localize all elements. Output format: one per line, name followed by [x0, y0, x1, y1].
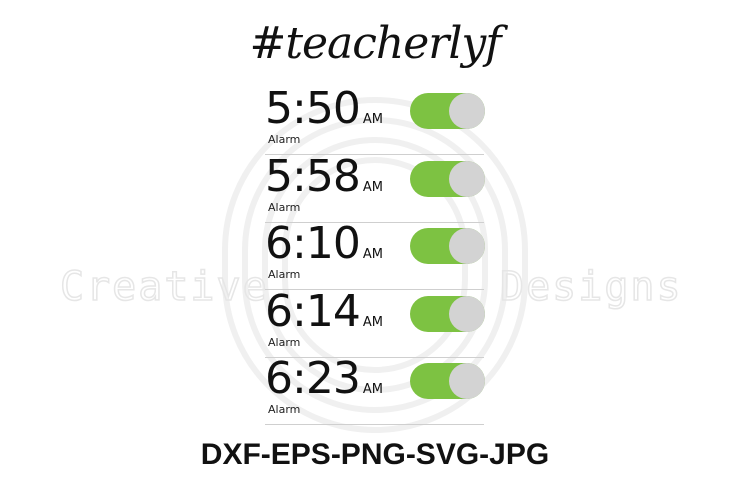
alarm-row: 6:23 AM Alarm	[265, 357, 485, 425]
alarm-toggle[interactable]	[410, 93, 485, 129]
watermark-text-left: Creative	[60, 264, 269, 310]
toggle-knob[interactable]	[449, 161, 485, 197]
time-value: 6:14	[265, 286, 361, 337]
toggle-knob[interactable]	[449, 93, 485, 129]
alarm-toggle[interactable]	[410, 228, 485, 264]
alarm-toggle[interactable]	[410, 161, 485, 197]
time-value: 6:23	[265, 353, 361, 404]
alarm-time: 6:14 AM	[265, 290, 383, 334]
alarm-time: 5:58 AM	[265, 155, 383, 199]
title: #teacherlyf	[249, 18, 501, 69]
time-value: 5:50	[265, 83, 361, 134]
alarm-row: 5:58 AM Alarm	[265, 155, 485, 223]
file-formats: DXF-EPS-PNG-SVG-JPG	[200, 438, 550, 471]
alarm-label: Alarm	[268, 403, 301, 416]
ampm: AM	[362, 315, 383, 330]
ampm: AM	[362, 382, 383, 397]
alarm-label: Alarm	[268, 268, 301, 281]
time-value: 5:58	[265, 151, 361, 202]
watermark-text-right: Designs	[500, 264, 683, 310]
ampm: AM	[362, 247, 383, 262]
ampm: AM	[362, 180, 383, 195]
alarm-row: 5:50 AM Alarm	[265, 87, 485, 155]
ampm: AM	[362, 112, 383, 127]
alarm-label: Alarm	[268, 336, 301, 349]
alarm-toggle[interactable]	[410, 296, 485, 332]
time-value: 6:10	[265, 218, 361, 269]
toggle-knob[interactable]	[449, 363, 485, 399]
toggle-knob[interactable]	[449, 228, 485, 264]
alarm-row: 6:10 AM Alarm	[265, 222, 485, 290]
toggle-knob[interactable]	[449, 296, 485, 332]
alarm-time: 6:10 AM	[265, 222, 383, 266]
alarm-label: Alarm	[268, 201, 301, 214]
alarm-time: 6:23 AM	[265, 357, 383, 401]
alarm-label: Alarm	[268, 133, 301, 146]
alarm-row: 6:14 AM Alarm	[265, 290, 485, 358]
alarm-toggle[interactable]	[410, 363, 485, 399]
alarm-time: 5:50 AM	[265, 87, 383, 131]
